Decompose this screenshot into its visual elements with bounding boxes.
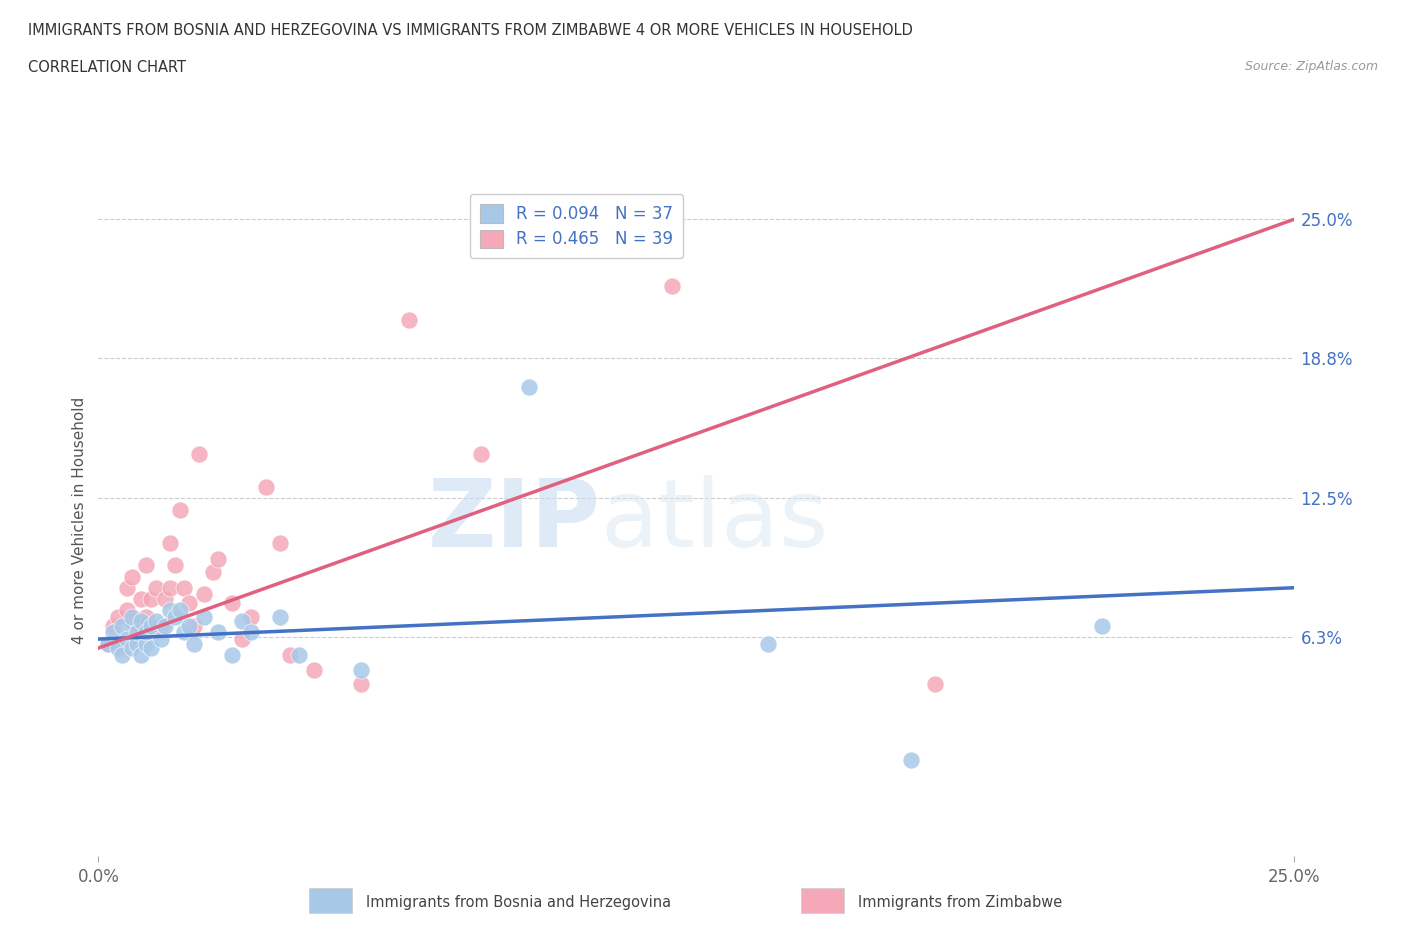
Point	[131, 647, 153, 662]
Point	[756, 636, 779, 651]
Text: Immigrants from Zimbabwe: Immigrants from Zimbabwe	[858, 895, 1062, 910]
Text: atlas: atlas	[600, 475, 828, 566]
Point	[135, 558, 157, 573]
Point	[193, 609, 215, 624]
Point	[121, 614, 143, 629]
Point	[131, 614, 153, 629]
Text: Immigrants from Bosnia and Herzegovina: Immigrants from Bosnia and Herzegovina	[366, 895, 671, 910]
Point	[240, 625, 263, 640]
FancyBboxPatch shape	[801, 888, 844, 913]
Point	[149, 618, 172, 633]
Point	[139, 591, 162, 606]
Point	[107, 641, 129, 656]
Point	[169, 603, 191, 618]
Point	[221, 647, 243, 662]
Point	[135, 636, 157, 651]
Point	[145, 614, 167, 629]
Point	[125, 636, 148, 651]
Point	[149, 631, 172, 646]
Legend: R = 0.094   N = 37, R = 0.465   N = 39: R = 0.094 N = 37, R = 0.465 N = 39	[470, 194, 683, 259]
Text: IMMIGRANTS FROM BOSNIA AND HERZEGOVINA VS IMMIGRANTS FROM ZIMBABWE 4 OR MORE VEH: IMMIGRANTS FROM BOSNIA AND HERZEGOVINA V…	[28, 23, 912, 38]
Point	[470, 446, 492, 461]
Point	[269, 536, 291, 551]
Point	[139, 641, 162, 656]
Point	[163, 609, 186, 624]
Point	[159, 536, 181, 551]
Point	[139, 618, 162, 633]
Point	[111, 647, 134, 662]
Text: ZIP: ZIP	[427, 475, 600, 566]
Point	[254, 480, 277, 495]
Point	[155, 591, 177, 606]
Point	[159, 580, 181, 595]
Point	[207, 551, 229, 566]
Point	[101, 625, 124, 640]
Point	[193, 587, 215, 602]
Point	[97, 636, 120, 651]
Point	[159, 603, 181, 618]
Point	[97, 636, 120, 651]
Point	[924, 676, 946, 691]
Point	[179, 596, 201, 611]
Point	[202, 565, 225, 579]
Point	[135, 609, 157, 624]
Point	[121, 641, 143, 656]
Point	[398, 312, 420, 327]
Point	[278, 647, 301, 662]
Text: CORRELATION CHART: CORRELATION CHART	[28, 60, 186, 75]
Point	[900, 752, 922, 767]
Point	[517, 379, 540, 394]
Point	[288, 647, 311, 662]
FancyBboxPatch shape	[309, 888, 352, 913]
Point	[107, 609, 129, 624]
Point	[115, 580, 138, 595]
Point	[169, 502, 191, 517]
Point	[1091, 618, 1114, 633]
Point	[173, 625, 195, 640]
Point	[101, 618, 124, 633]
Y-axis label: 4 or more Vehicles in Household: 4 or more Vehicles in Household	[72, 397, 87, 644]
Point	[121, 569, 143, 584]
Point	[163, 558, 186, 573]
Text: Source: ZipAtlas.com: Source: ZipAtlas.com	[1244, 60, 1378, 73]
Point	[173, 580, 195, 595]
Point	[131, 591, 153, 606]
Point	[145, 580, 167, 595]
Point	[350, 676, 373, 691]
Point	[269, 609, 291, 624]
Point	[183, 618, 205, 633]
Point	[183, 636, 205, 651]
Point	[125, 625, 148, 640]
Point	[111, 641, 134, 656]
Point	[207, 625, 229, 640]
Point	[231, 614, 253, 629]
Point	[115, 603, 138, 618]
Point	[240, 609, 263, 624]
Point	[135, 625, 157, 640]
Point	[111, 618, 134, 633]
Point	[179, 618, 201, 633]
Point	[121, 609, 143, 624]
Point	[125, 625, 148, 640]
Point	[231, 631, 253, 646]
Point	[350, 663, 373, 678]
Point	[221, 596, 243, 611]
Point	[187, 446, 209, 461]
Point	[302, 663, 325, 678]
Point	[115, 631, 138, 646]
Point	[661, 279, 683, 294]
Point	[155, 618, 177, 633]
